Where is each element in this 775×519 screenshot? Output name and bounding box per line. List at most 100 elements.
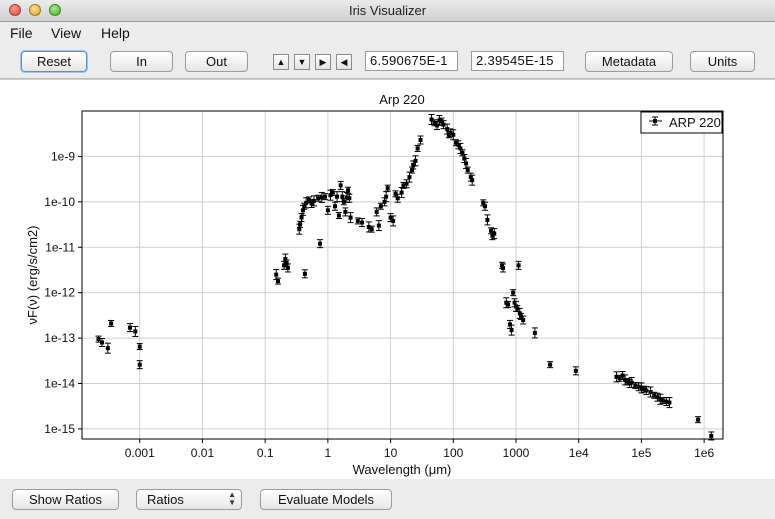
data-point[interactable] <box>657 393 664 405</box>
menu-help[interactable]: Help <box>101 25 130 41</box>
zoom-out-button[interactable]: Out <box>185 51 248 72</box>
data-point[interactable] <box>332 201 339 211</box>
data-point[interactable] <box>417 135 424 145</box>
data-point[interactable] <box>274 277 281 285</box>
units-button[interactable]: Units <box>690 51 755 72</box>
data-point[interactable] <box>354 217 361 225</box>
data-point[interactable] <box>375 220 382 232</box>
data-point[interactable] <box>515 260 522 270</box>
legend-label: ARP 220 <box>669 115 721 130</box>
data-point[interactable] <box>708 431 715 441</box>
data-point[interactable] <box>505 300 512 308</box>
menu-view[interactable]: View <box>51 25 82 41</box>
data-point[interactable] <box>398 187 405 199</box>
show-ratios-button[interactable]: Show Ratios <box>12 489 119 510</box>
data-point[interactable] <box>108 319 115 327</box>
data-point[interactable] <box>324 205 331 215</box>
x-tick-label: 100 <box>443 446 463 460</box>
data-point[interactable] <box>347 212 354 224</box>
data-point[interactable] <box>136 360 143 370</box>
data-point[interactable] <box>346 193 353 203</box>
zoom-in-button[interactable]: In <box>110 51 173 72</box>
plot-panel: 0.001 0.01 0.1 1 10 100 1000 1e4 1e5 1e6 1e-15 1e-1… <box>0 79 775 480</box>
data-point[interactable] <box>695 416 702 424</box>
data-point[interactable] <box>136 343 143 351</box>
data-point[interactable] <box>104 342 111 354</box>
pan-up-icon[interactable]: ▲ <box>273 54 289 70</box>
y-coordinate-field[interactable]: 2.39545E-15 <box>471 51 564 71</box>
sed-chart[interactable]: 0.001 0.01 0.1 1 10 100 1000 1e4 1e5 1e6 1e-15 1e-1… <box>0 80 775 479</box>
data-point[interactable] <box>127 323 134 333</box>
data-point[interactable] <box>412 155 419 167</box>
y-tick-label: 1e-15 <box>44 422 75 436</box>
data-point[interactable] <box>414 144 421 152</box>
y-tick-label: 1e-10 <box>44 195 75 209</box>
maximize-window-button[interactable] <box>49 4 61 16</box>
data-point[interactable] <box>337 180 344 190</box>
data-point[interactable] <box>329 189 336 197</box>
data-point[interactable] <box>390 215 397 227</box>
data-point[interactable] <box>342 207 349 217</box>
data-point[interactable] <box>345 186 352 194</box>
data-point[interactable] <box>284 263 291 273</box>
window-titlebar: Iris Visualizer <box>0 0 775 22</box>
data-point[interactable] <box>132 325 139 337</box>
pan-left-icon[interactable]: ◀ <box>336 54 352 70</box>
data-point[interactable] <box>520 315 527 325</box>
data-point[interactable] <box>98 337 105 347</box>
x-axis-label: Wavelength (μm) <box>353 462 452 477</box>
data-point[interactable] <box>531 327 538 339</box>
data-point[interactable] <box>315 194 322 202</box>
data-point[interactable] <box>508 324 515 336</box>
data-point[interactable] <box>322 193 329 201</box>
data-point[interactable] <box>484 214 491 226</box>
pan-down-icon[interactable]: ▼ <box>294 54 310 70</box>
grid-lines <box>82 111 723 439</box>
chart-title: Arp 220 <box>379 92 425 107</box>
data-point[interactable] <box>317 239 324 249</box>
data-point[interactable] <box>638 382 645 394</box>
data-point[interactable] <box>469 174 476 186</box>
x-tick-label: 1e4 <box>569 446 589 460</box>
menu-file[interactable]: File <box>10 25 33 41</box>
data-point[interactable] <box>440 120 447 130</box>
ratios-select[interactable]: Ratios ▲ ▼ <box>136 489 242 510</box>
y-tick-label: 1e-9 <box>51 149 75 163</box>
data-point[interactable] <box>384 184 391 192</box>
data-point[interactable] <box>335 212 342 220</box>
data-point[interactable] <box>358 218 365 228</box>
data-point[interactable] <box>310 195 317 207</box>
reset-button[interactable]: Reset <box>21 51 87 72</box>
data-point[interactable] <box>647 386 654 398</box>
data-point[interactable] <box>431 119 438 127</box>
data-point[interactable] <box>572 366 579 376</box>
data-point[interactable] <box>368 225 375 233</box>
data-point[interactable] <box>666 397 673 409</box>
data-point[interactable] <box>481 201 488 211</box>
close-window-button[interactable] <box>9 4 21 16</box>
x-tick-label: 0.001 <box>125 446 155 460</box>
y-tick-label: 1e-11 <box>45 240 75 254</box>
data-point[interactable] <box>298 213 305 223</box>
x-coordinate-field[interactable]: 6.590675E-1 <box>365 51 458 71</box>
metadata-button[interactable]: Metadata <box>585 51 673 72</box>
legend-marker-icon <box>649 116 662 126</box>
evaluate-models-button[interactable]: Evaluate Models <box>260 489 392 510</box>
data-point[interactable] <box>613 371 620 383</box>
pan-right-icon[interactable]: ▶ <box>315 54 331 70</box>
bottom-bar: Show Ratios Ratios ▲ ▼ Evaluate Models <box>0 479 775 519</box>
minimize-window-button[interactable] <box>29 4 41 16</box>
data-point[interactable] <box>373 207 380 217</box>
data-point[interactable] <box>403 179 410 189</box>
data-point[interactable] <box>318 191 325 203</box>
data-point[interactable] <box>409 166 416 174</box>
data-point[interactable] <box>301 269 308 279</box>
data-point[interactable] <box>616 374 623 382</box>
data-point[interactable] <box>499 263 506 273</box>
data-point[interactable] <box>334 191 341 203</box>
data-point[interactable] <box>547 361 554 369</box>
data-point[interactable] <box>510 289 517 297</box>
data-point[interactable] <box>491 228 498 240</box>
data-point[interactable] <box>410 160 417 170</box>
data-point[interactable] <box>406 171 413 183</box>
